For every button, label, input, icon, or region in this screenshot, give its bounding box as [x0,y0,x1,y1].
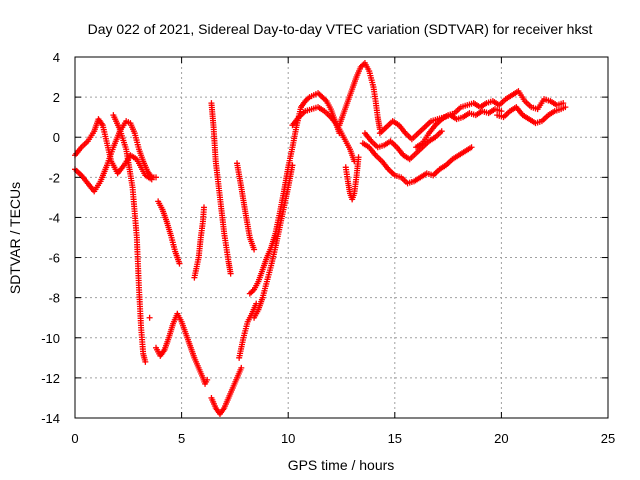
data-point [238,364,245,371]
plot-frame [74,56,609,419]
series-track-8 [208,100,234,277]
y-tick-label: 2 [53,90,60,105]
x-tick-label: 20 [494,431,508,446]
y-axis-label: SDTVAR / TECUs [7,182,23,294]
series-track-6 [146,314,153,321]
data-point [468,144,475,151]
series-track-1 [72,118,160,195]
data-point [289,162,296,169]
series-track-5 [153,310,211,387]
data-point [251,246,258,253]
y-tick-label: 0 [53,130,60,145]
y-tick-labels: -14 -12 -10 -8 -6 -4 -2 0 2 4 [41,50,60,426]
series-track-10 [236,300,260,361]
data-point [560,100,567,107]
data-point [148,176,155,183]
y-tick-label: 4 [53,50,60,65]
series-track-3 [110,112,149,365]
data-point [355,154,362,161]
series-track-17 [336,60,383,133]
x-tick-label: 15 [388,431,402,446]
data-point [227,270,234,277]
data-point [142,358,149,365]
x-tick-label: 25 [601,431,615,446]
y-tick-label: -6 [48,251,60,266]
series-track-13 [251,162,296,321]
y-tick-label: -4 [48,210,60,225]
y-tick-label: -12 [41,371,60,386]
series-track-2 [72,116,155,183]
series-track-21 [413,88,567,151]
x-tick-labels: 0 5 10 15 20 25 [71,431,615,446]
data-point [562,104,569,111]
series-track-22 [494,104,569,127]
y-tick-label: -14 [41,411,60,426]
y-tick-label: -8 [48,291,60,306]
series-track-19 [361,128,445,163]
data-point [438,128,445,135]
axis-ticks [74,56,609,419]
data-point [176,260,183,267]
x-tick-label: 5 [178,431,185,446]
y-tick-label: -10 [41,331,60,346]
series-track-16 [342,154,362,203]
series-track-4 [155,198,183,267]
series-track-9 [208,364,245,417]
x-tick-label: 10 [281,431,295,446]
data-points [72,60,569,417]
x-axis-label: GPS time / hours [288,457,395,473]
series-track-7 [191,204,207,281]
data-point [146,314,153,321]
data-point [200,204,207,211]
x-tick-label: 0 [71,431,78,446]
data-point [498,108,505,115]
series-track-15 [289,104,358,165]
chart-title: Day 022 of 2021, Sidereal Day-to-day VTE… [88,21,593,37]
data-point [204,376,211,383]
series-track-18 [359,140,475,187]
series-track-12 [246,104,304,297]
series-track-11 [234,160,258,253]
y-tick-label: -2 [48,170,60,185]
data-point [153,174,160,181]
